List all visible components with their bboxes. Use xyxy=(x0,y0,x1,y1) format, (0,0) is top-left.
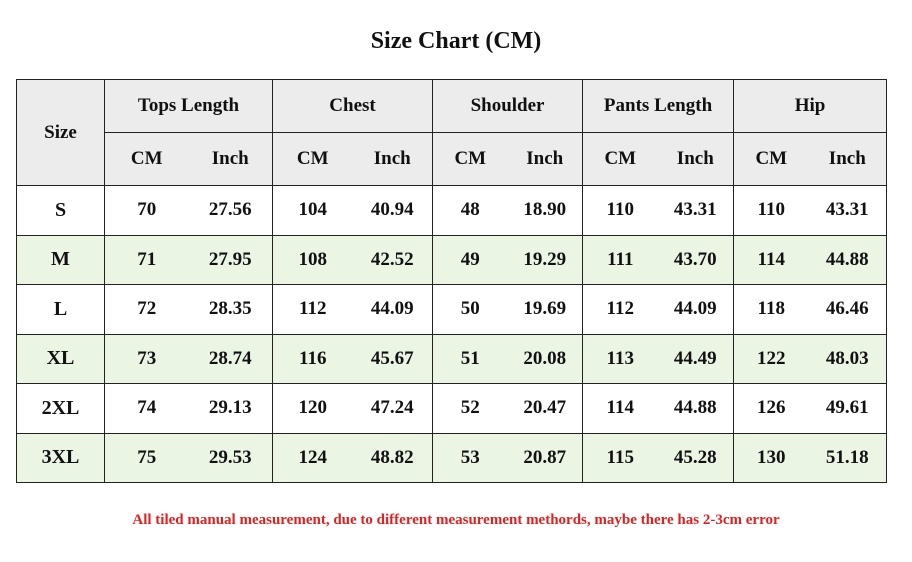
cell-value: 111 xyxy=(582,234,658,285)
cell-value: 20.87 xyxy=(507,432,584,483)
cell-value: 74 xyxy=(104,383,189,434)
header-row-groups: Size Tops Length Chest Shoulder Pants Le… xyxy=(16,79,888,186)
cell-value: 44.09 xyxy=(657,284,735,335)
unit-header-cm: CM xyxy=(582,132,658,186)
cell-value: 75 xyxy=(104,432,189,483)
cell-value: 72 xyxy=(104,284,189,335)
group-header-chest: Chest xyxy=(271,79,434,133)
cell-value: 48.03 xyxy=(808,333,888,384)
cell-value: 50 xyxy=(432,284,508,335)
cell-value: 114 xyxy=(582,383,658,434)
size-cell: L xyxy=(16,284,105,335)
table-row: L 72 28.35 112 44.09 50 19.69 112 44.09 … xyxy=(16,284,888,335)
cell-value: 42.52 xyxy=(352,234,434,285)
cell-value: 44.49 xyxy=(657,333,735,384)
unit-header-inch: Inch xyxy=(657,132,735,186)
page-title: Size Chart (CM) xyxy=(370,28,542,54)
cell-value: 114 xyxy=(733,234,809,285)
group-header-tops-length: Tops Length xyxy=(104,79,273,133)
cell-value: 113 xyxy=(582,333,658,384)
cell-value: 28.35 xyxy=(188,284,273,335)
cell-value: 20.08 xyxy=(507,333,584,384)
cell-value: 44.88 xyxy=(657,383,735,434)
cell-value: 45.67 xyxy=(352,333,434,384)
cell-value: 115 xyxy=(582,432,658,483)
cell-value: 53 xyxy=(432,432,508,483)
size-cell: 2XL xyxy=(16,383,105,434)
cell-value: 18.90 xyxy=(507,185,584,236)
cell-value: 27.56 xyxy=(188,185,273,236)
unit-header-inch: Inch xyxy=(808,132,888,186)
unit-header-cm: CM xyxy=(104,132,189,186)
size-cell: XL xyxy=(16,333,105,384)
cell-value: 40.94 xyxy=(352,185,434,236)
cell-value: 43.31 xyxy=(808,185,888,236)
cell-value: 20.47 xyxy=(507,383,584,434)
cell-value: 43.31 xyxy=(657,185,735,236)
cell-value: 44.88 xyxy=(808,234,888,285)
unit-header-inch: Inch xyxy=(188,132,273,186)
size-cell: S xyxy=(16,185,105,236)
measurement-note: All tiled manual measurement, due to dif… xyxy=(132,512,780,528)
unit-header-cm: CM xyxy=(432,132,508,186)
group-header-pants-length: Pants Length xyxy=(582,79,735,133)
cell-value: 116 xyxy=(272,333,353,384)
cell-value: 120 xyxy=(272,383,353,434)
cell-value: 48 xyxy=(432,185,508,236)
table-row: XL 73 28.74 116 45.67 51 20.08 113 44.49… xyxy=(16,333,888,384)
cell-value: 104 xyxy=(272,185,353,236)
cell-value: 46.46 xyxy=(808,284,888,335)
table-row: 3XL 75 29.53 124 48.82 53 20.87 115 45.2… xyxy=(16,432,888,483)
cell-value: 19.29 xyxy=(507,234,584,285)
cell-value: 48.82 xyxy=(352,432,434,483)
cell-value: 28.74 xyxy=(188,333,273,384)
cell-value: 47.24 xyxy=(352,383,434,434)
cell-value: 124 xyxy=(272,432,353,483)
cell-value: 49 xyxy=(432,234,508,285)
cell-value: 44.09 xyxy=(352,284,434,335)
cell-value: 43.70 xyxy=(657,234,735,285)
size-cell: 3XL xyxy=(16,432,105,483)
unit-header-cm: CM xyxy=(272,132,353,186)
table-row: S 70 27.56 104 40.94 48 18.90 110 43.31 … xyxy=(16,185,888,236)
cell-value: 126 xyxy=(733,383,809,434)
cell-value: 49.61 xyxy=(808,383,888,434)
cell-value: 73 xyxy=(104,333,189,384)
cell-value: 118 xyxy=(733,284,809,335)
cell-value: 108 xyxy=(272,234,353,285)
cell-value: 52 xyxy=(432,383,508,434)
cell-value: 130 xyxy=(733,432,809,483)
cell-value: 112 xyxy=(272,284,353,335)
cell-value: 45.28 xyxy=(657,432,735,483)
cell-value: 110 xyxy=(582,185,658,236)
cell-value: 19.69 xyxy=(507,284,584,335)
cell-value: 110 xyxy=(733,185,809,236)
header-row-units: CM Inch CM Inch CM Inch CM Inch CM Inch xyxy=(17,132,888,186)
size-header: Size xyxy=(16,79,105,186)
unit-header-cm: CM xyxy=(733,132,809,186)
group-header-shoulder: Shoulder xyxy=(432,79,584,133)
unit-header-inch: Inch xyxy=(352,132,434,186)
cell-value: 51 xyxy=(432,333,508,384)
size-table: Size Tops Length Chest Shoulder Pants Le… xyxy=(16,79,888,483)
cell-value: 29.13 xyxy=(188,383,273,434)
cell-value: 27.95 xyxy=(188,234,273,285)
cell-value: 29.53 xyxy=(188,432,273,483)
cell-value: 51.18 xyxy=(808,432,888,483)
table-row: M 71 27.95 108 42.52 49 19.29 111 43.70 … xyxy=(16,234,888,285)
cell-value: 70 xyxy=(104,185,189,236)
table-row: 2XL 74 29.13 120 47.24 52 20.47 114 44.8… xyxy=(16,383,888,434)
cell-value: 112 xyxy=(582,284,658,335)
size-cell: M xyxy=(16,234,105,285)
group-header-hip: Hip xyxy=(733,79,888,133)
cell-value: 71 xyxy=(104,234,189,285)
cell-value: 122 xyxy=(733,333,809,384)
unit-header-inch: Inch xyxy=(507,132,584,186)
